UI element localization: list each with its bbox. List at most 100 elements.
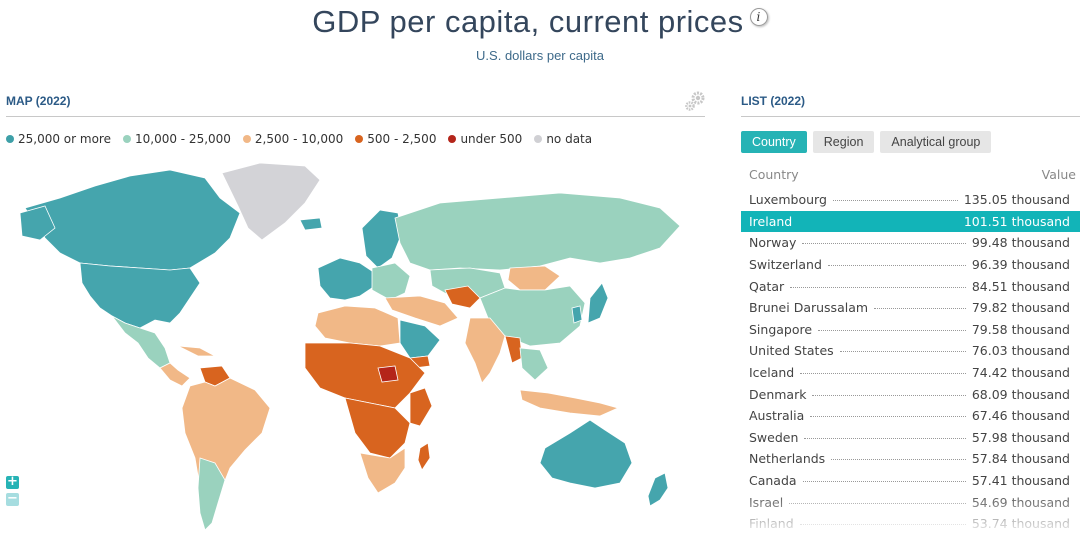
legend-swatch: [122, 135, 131, 143]
row-leader-dots: [818, 329, 966, 331]
page-subtitle: U.S. dollars per capita: [476, 48, 604, 63]
legend-item[interactable]: 10,000 - 25,000: [122, 132, 231, 146]
row-leader-dots: [874, 308, 966, 310]
list-row[interactable]: Netherlands 57.84 thousand: [741, 448, 1080, 470]
info-icon[interactable]: i: [749, 8, 768, 26]
legend-item[interactable]: 500 - 2,500: [355, 132, 436, 146]
country-india[interactable]: [464, 317, 506, 384]
row-leader-dots: [790, 286, 966, 288]
legend-label: 500 - 2,500: [367, 132, 437, 146]
list-row[interactable]: Switzerland 96.39 thousand: [741, 254, 1080, 276]
row-country-name: Denmark: [749, 386, 807, 402]
country-south-sudan[interactable]: [377, 365, 399, 383]
row-country-name: Luxembourg: [749, 192, 827, 208]
list-row[interactable]: Norway 99.48 thousand: [741, 232, 1080, 254]
country-iceland[interactable]: [299, 217, 323, 231]
country-japan[interactable]: [587, 282, 609, 324]
list-row[interactable]: Iceland 74.42 thousand: [741, 362, 1080, 384]
row-leader-dots: [789, 502, 966, 504]
row-value: 68.09 thousand: [971, 386, 1070, 402]
country-myanmar[interactable]: [504, 335, 523, 364]
row-country-name: Qatar: [749, 278, 785, 294]
country-mongolia[interactable]: [507, 265, 561, 291]
country-arabian-peninsula[interactable]: [399, 319, 441, 359]
row-value: 67.46 thousand: [971, 408, 1070, 424]
legend-item[interactable]: 2,500 - 10,000: [242, 132, 344, 146]
list-row[interactable]: Singapore 79.58 thousand: [741, 319, 1080, 341]
country-turkey-iran[interactable]: [384, 295, 459, 327]
legend-label: 10,000 - 25,000: [134, 132, 231, 146]
country-south-america[interactable]: [181, 377, 271, 509]
country-new-zealand[interactable]: [647, 472, 669, 507]
legend-item[interactable]: no data: [534, 132, 592, 146]
country-australia[interactable]: [539, 419, 633, 489]
world-map[interactable]: [0, 158, 720, 535]
list-row[interactable]: Denmark 68.09 thousand: [741, 383, 1080, 405]
country-alaska[interactable]: [19, 205, 56, 241]
zoom-in-button[interactable]: +: [6, 474, 19, 489]
list-row[interactable]: Ireland 101.51 thousand: [741, 210, 1080, 233]
country-north-africa[interactable]: [314, 305, 401, 347]
country-southern-africa[interactable]: [359, 447, 406, 494]
country-korea[interactable]: [571, 305, 583, 324]
country-usa[interactable]: [79, 262, 201, 329]
row-country-name: Switzerland: [749, 257, 822, 273]
row-leader-dots: [831, 459, 966, 461]
map-legend: 25,000 or more 10,000 - 25,000 2,500 - 10,…: [6, 132, 592, 146]
legend-item[interactable]: 25,000 or more: [6, 132, 111, 146]
country-list[interactable]: Luxembourg 135.05 thousand Ireland 101.51 t…: [741, 189, 1080, 535]
row-value: 79.82 thousand: [971, 300, 1070, 316]
zoom-out-button[interactable]: −: [6, 491, 19, 506]
country-cuba-caribbean[interactable]: [177, 345, 216, 357]
row-value: 99.48 thousand: [971, 235, 1070, 251]
gear-icon[interactable]: [684, 90, 706, 112]
column-header-value[interactable]: Value: [1041, 167, 1076, 182]
row-value: 57.84 thousand: [971, 451, 1070, 467]
list-tabs: Country Region Analytical group: [741, 131, 992, 153]
row-value: 74.42 thousand: [971, 365, 1070, 381]
country-indonesia[interactable]: [519, 389, 620, 417]
column-header-country[interactable]: Country: [749, 167, 799, 182]
list-row[interactable]: United States 76.03 thousand: [741, 340, 1080, 362]
country-greenland[interactable]: [221, 162, 321, 241]
map-section-title: MAP (2022): [6, 94, 71, 108]
row-country-name: Singapore: [749, 321, 813, 337]
row-value: 101.51 thousand: [963, 213, 1070, 229]
list-row[interactable]: Finland 53.74 thousand: [741, 513, 1080, 535]
list-row[interactable]: Australia 67.46 thousand: [741, 405, 1080, 427]
legend-label: 2,500 - 10,000: [254, 132, 344, 146]
country-eastern-europe[interactable]: [371, 262, 411, 301]
list-row[interactable]: Canada 57.41 thousand: [741, 470, 1080, 492]
legend-item[interactable]: under 500: [448, 132, 522, 146]
row-value: 54.69 thousand: [971, 494, 1070, 510]
country-east-africa[interactable]: [409, 387, 433, 427]
row-leader-dots: [800, 373, 966, 375]
map-section-divider: [6, 116, 705, 117]
title-text: GDP per capita, current prices: [312, 4, 744, 39]
tab-country[interactable]: Country: [741, 131, 807, 153]
list-row[interactable]: Sweden 57.98 thousand: [741, 427, 1080, 449]
country-southeast-asia[interactable]: [519, 347, 549, 381]
country-central-africa[interactable]: [344, 397, 411, 459]
tab-analytical-group[interactable]: Analytical group: [880, 131, 992, 153]
list-header: Country Value: [741, 167, 1080, 185]
country-western-europe[interactable]: [317, 257, 376, 301]
country-chile-argentina[interactable]: [197, 457, 226, 531]
country-scandinavia[interactable]: [361, 209, 403, 269]
list-row[interactable]: Luxembourg 135.05 thousand: [741, 189, 1080, 211]
row-leader-dots: [802, 481, 966, 483]
list-row[interactable]: Brunei Darussalam 79.82 thousand: [741, 297, 1080, 319]
country-russia[interactable]: [394, 192, 681, 271]
legend-label: 25,000 or more: [18, 132, 111, 146]
list-row[interactable]: Israel 54.69 thousand: [741, 491, 1080, 513]
row-country-name: Australia: [749, 408, 805, 424]
tab-region[interactable]: Region: [812, 131, 875, 153]
list-row[interactable]: Qatar 84.51 thousand: [741, 275, 1080, 297]
country-sahel[interactable]: [304, 342, 426, 409]
page-title: GDP per capita, current prices i: [0, 4, 1080, 40]
country-canada[interactable]: [24, 169, 241, 271]
row-leader-dots: [802, 243, 966, 245]
country-afghanistan-pakistan[interactable]: [444, 285, 481, 309]
country-central-america[interactable]: [159, 362, 191, 387]
country-madagascar[interactable]: [417, 442, 431, 471]
